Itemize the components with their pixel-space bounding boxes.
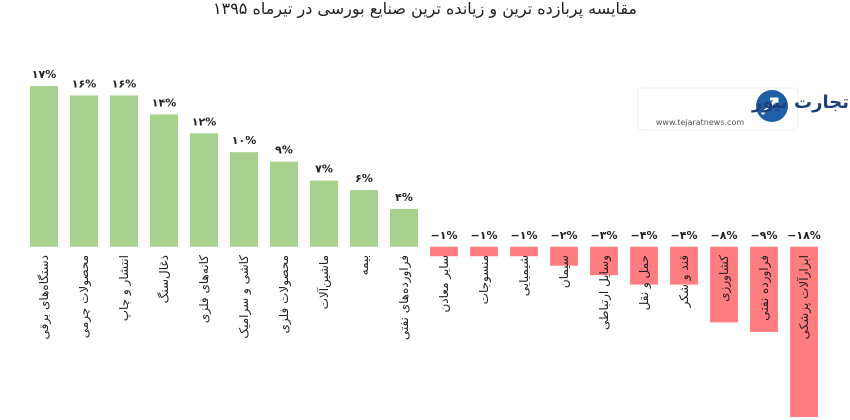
value-label: ۶% bbox=[355, 172, 373, 185]
category-label: محصولات فلزی bbox=[277, 255, 292, 333]
bar bbox=[630, 246, 658, 285]
bar bbox=[430, 246, 458, 257]
bar bbox=[150, 114, 178, 247]
value-label: −۱% bbox=[511, 229, 538, 242]
bar bbox=[670, 246, 698, 285]
bar bbox=[590, 246, 618, 276]
bar bbox=[710, 246, 738, 323]
category-label: سیمان bbox=[557, 255, 571, 288]
value-label: ۹% bbox=[275, 144, 293, 157]
logo-name: تجارت نیوز bbox=[751, 92, 849, 113]
bar bbox=[750, 246, 778, 332]
value-label: ۱۲% bbox=[192, 115, 216, 128]
bar bbox=[350, 190, 378, 247]
category-label: انتشار و چاپ bbox=[117, 255, 132, 321]
value-label: ۱۰% bbox=[232, 134, 256, 147]
value-label: −۱% bbox=[471, 229, 498, 242]
bar bbox=[270, 161, 298, 247]
value-label: ۴% bbox=[395, 191, 413, 204]
category-label: دستگاه‌های برقی bbox=[37, 255, 52, 339]
value-label: −۳% bbox=[591, 229, 618, 242]
category-label: حمل و نقل bbox=[637, 255, 652, 310]
category-label: کاشی و سرامیک bbox=[237, 255, 252, 339]
value-label: ۱۴% bbox=[152, 96, 176, 109]
category-label: محصولات چرمی bbox=[77, 255, 92, 338]
value-label: ۱۷% bbox=[32, 68, 56, 81]
category-label: بیمه bbox=[357, 255, 371, 275]
category-label: فراورده‌های نفتی bbox=[397, 255, 412, 340]
bar bbox=[230, 152, 258, 247]
value-label: −۴% bbox=[631, 229, 658, 242]
value-label: ۷% bbox=[315, 163, 333, 176]
category-label: سایر معادن bbox=[437, 255, 452, 313]
bar bbox=[790, 246, 818, 417]
chart-title: مقایسه پربازده ترین و زیانده ترین صنایع … bbox=[213, 0, 637, 19]
category-label: ابزارآلات پزشکی bbox=[796, 255, 812, 339]
logo-arrow bbox=[760, 97, 779, 116]
value-label: −۱% bbox=[431, 229, 458, 242]
category-label: فراورده نفتی bbox=[757, 255, 772, 321]
bar bbox=[310, 180, 338, 247]
bar bbox=[390, 208, 418, 247]
category-label: ذغال‌سنگ bbox=[157, 255, 171, 303]
bar bbox=[550, 246, 578, 266]
bar bbox=[30, 86, 58, 247]
value-label: −۴% bbox=[671, 229, 698, 242]
value-label: −۹% bbox=[751, 229, 778, 242]
category-label: شیمیایی bbox=[517, 255, 531, 296]
logo: تجارت نیوز www.tejaratnews.com bbox=[637, 87, 849, 131]
category-label: قند و شکر bbox=[677, 255, 692, 308]
bar bbox=[510, 246, 538, 257]
bar bbox=[110, 95, 138, 247]
value-label: −۱۸% bbox=[787, 229, 821, 242]
category-label: کانه‌های فلزی bbox=[197, 255, 212, 323]
bar bbox=[70, 95, 98, 247]
bar bbox=[190, 133, 218, 247]
value-label: −۲% bbox=[551, 229, 578, 242]
value-label: ۱۶% bbox=[112, 77, 136, 90]
category-label: منسوجات bbox=[477, 255, 492, 304]
bar bbox=[470, 246, 498, 257]
category-label: کشاورزی bbox=[717, 255, 732, 302]
category-label: وسایل ارتباطی bbox=[597, 255, 612, 330]
logo-url: www.tejaratnews.com bbox=[656, 118, 744, 127]
value-label: ۱۶% bbox=[72, 77, 96, 90]
value-label: −۸% bbox=[711, 229, 738, 242]
category-label: ماشین‌آلات bbox=[316, 255, 332, 309]
